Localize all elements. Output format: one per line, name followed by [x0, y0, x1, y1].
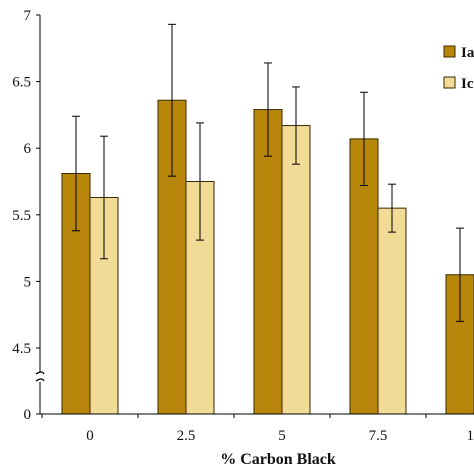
error-bar [388, 183, 396, 233]
axis-break-marker [35, 371, 45, 382]
bar-ic-5 [281, 125, 311, 415]
error-bar [196, 122, 204, 241]
y-tick-labels: 0 4.5 5 5.5 6 6.5 7 [12, 8, 40, 423]
x-tick-label: 2.5 [177, 428, 196, 444]
error-bar [100, 135, 108, 260]
y-tick-label: 7 [24, 8, 32, 24]
error-bars-layer [72, 23, 464, 322]
legend: Ia Ic [443, 45, 474, 92]
legend-swatch [443, 76, 456, 89]
x-axis-title: % Carbon Black [220, 451, 336, 468]
legend-label: Ia [461, 45, 474, 61]
y-tick-label: 5 [24, 274, 32, 290]
error-bar [168, 23, 176, 177]
error-bar [360, 91, 368, 186]
x-tick-labels: 0 2.5 5 7.5 10 [41, 414, 474, 444]
bar-ic-0 [89, 196, 119, 415]
y-tick-label: 6 [24, 141, 32, 157]
error-bar [72, 115, 80, 232]
legend-item-ic: Ic [443, 76, 474, 92]
x-tick-label: 5 [278, 428, 286, 444]
x-tick-label: 0 [86, 428, 94, 444]
x-tick-label: 10 [467, 428, 474, 444]
y-tick-label: 0 [24, 407, 32, 423]
axes-layer [35, 15, 474, 415]
y-tick-label: 5.5 [12, 208, 31, 224]
legend-item-ia: Ia [443, 45, 474, 61]
x-tick-label: 7.5 [369, 428, 388, 444]
legend-swatch [443, 45, 456, 58]
y-tick-label: 4.5 [12, 341, 31, 357]
axis-break-squiggle [35, 371, 45, 382]
error-bar [456, 227, 464, 322]
legend-label: Ic [461, 76, 474, 92]
bar-ic-7_5 [377, 207, 407, 415]
y-tick-label: 6.5 [12, 75, 31, 91]
error-bar [292, 86, 300, 165]
error-bar [264, 62, 272, 157]
